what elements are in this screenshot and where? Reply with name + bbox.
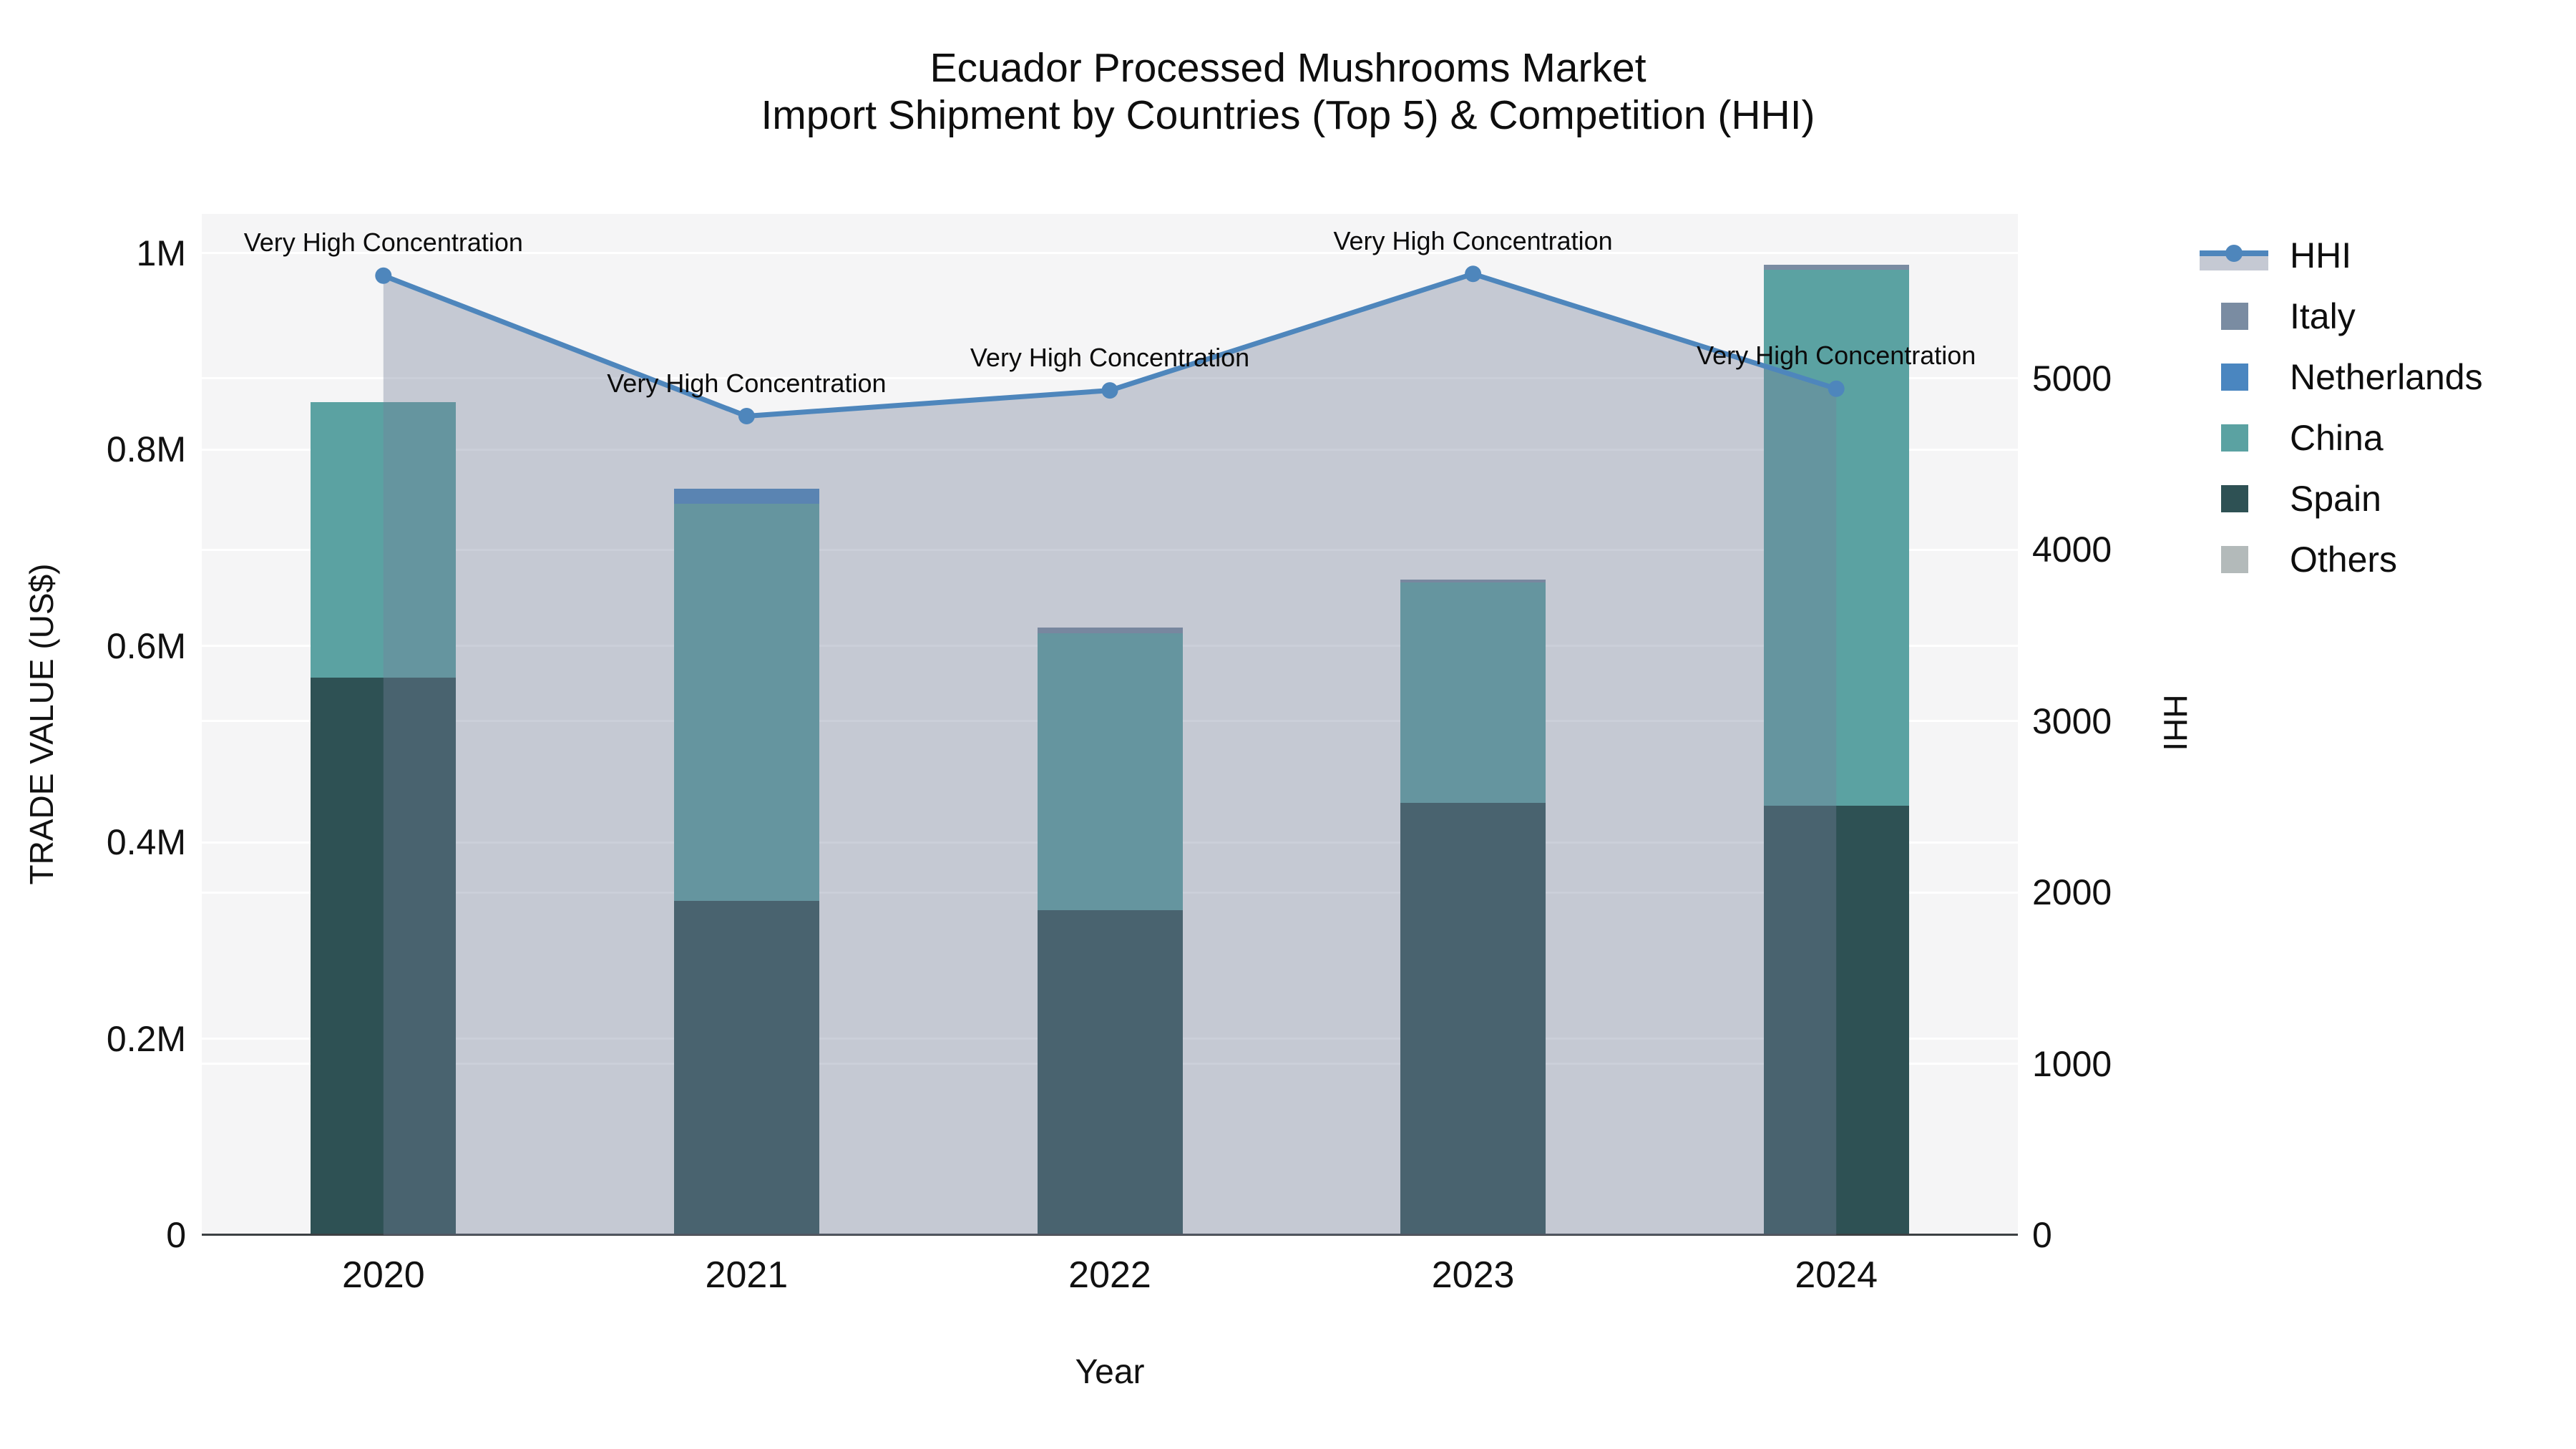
legend-item-italy[interactable]: Italy <box>2198 293 2356 340</box>
legend-item-china[interactable]: China <box>2198 414 2384 462</box>
y-right-tick-label-4000: 4000 <box>2032 530 2112 570</box>
bar-segment-china-2023 <box>1400 582 1546 804</box>
y-left-tick-label-0.6M: 0.6M <box>106 625 186 666</box>
hhi-annotation-2020: Very High Concentration <box>243 228 523 258</box>
x-axis-title: Year <box>1075 1353 1145 1391</box>
x-axis-line <box>202 1234 2018 1236</box>
hhi-annotation-2021: Very High Concentration <box>607 368 887 398</box>
legend-swatch-slot <box>2198 414 2283 462</box>
gridline <box>202 548 2018 551</box>
plot-area: Very High Concentration Very High Concent… <box>202 214 2018 1236</box>
gridline <box>202 377 2018 380</box>
legend-swatch-slot <box>2198 353 2283 401</box>
y-right-tick-label-5000: 5000 <box>2032 358 2112 399</box>
gridline <box>202 448 2018 451</box>
bar-segment-china-2022 <box>1037 633 1183 910</box>
y-right-tick-label-2000: 2000 <box>2032 872 2112 913</box>
bar-segment-netherlands-2021 <box>673 489 819 504</box>
y-right-tick-label-1000: 1000 <box>2032 1043 2112 1084</box>
legend-item-netherlands[interactable]: Netherlands <box>2198 353 2483 401</box>
hhi-marker-2020 <box>375 267 392 284</box>
legend-swatch-netherlands <box>2221 364 2248 391</box>
legend-item-others[interactable]: Others <box>2198 536 2397 583</box>
bar-segment-italy-2022 <box>1037 627 1183 633</box>
chart-title-line-2: Import Shipment by Countries (Top 5) & C… <box>761 92 1815 138</box>
legend-label-hhi: HHI <box>2290 235 2352 275</box>
y-left-axis-title: TRADE VALUE (US$) <box>23 563 60 885</box>
hhi-marker-swatch <box>2225 245 2243 262</box>
legend-swatch-slot <box>2198 536 2283 583</box>
hhi-marker-2023 <box>1465 265 1482 283</box>
bar-segment-italy-2024 <box>1763 265 1909 270</box>
bar-segment-spain-2020 <box>311 677 457 1235</box>
y-left-tick-label-1M: 1M <box>136 233 186 273</box>
y-left-tick-label-0.2M: 0.2M <box>106 1018 186 1059</box>
x-tick-label-2023: 2023 <box>1431 1254 1515 1296</box>
legend-swatch-slot <box>2198 475 2283 522</box>
y-right-tick-label-0: 0 <box>2032 1215 2052 1255</box>
y-left-tick-label-0.8M: 0.8M <box>106 429 186 470</box>
hhi-annotation-2024: Very High Concentration <box>1697 341 1976 371</box>
legend-item-spain[interactable]: Spain <box>2198 475 2381 522</box>
y-left-tick-label-0.4M: 0.4M <box>106 822 186 863</box>
hhi-annotation-2022: Very High Concentration <box>970 342 1250 372</box>
bar-segment-china-2021 <box>673 503 819 902</box>
chart-title: Ecuador Processed Mushrooms Market Impor… <box>0 44 2576 139</box>
bar-segment-italy-2023 <box>1400 580 1546 582</box>
legend-item-hhi[interactable]: HHI <box>2198 232 2351 279</box>
chart-title-line-1: Ecuador Processed Mushrooms Market <box>930 45 1646 91</box>
hhi-marker-2021 <box>738 408 755 425</box>
hhi-marker-2022 <box>1101 382 1118 399</box>
legend-swatch-slot <box>2198 232 2283 279</box>
hhi-annotation-2023: Very High Concentration <box>1333 225 1613 255</box>
x-tick-label-2020: 2020 <box>341 1254 425 1296</box>
y-left-tick-label-0: 0 <box>166 1215 186 1255</box>
gridline <box>202 252 2018 255</box>
legend-label-others: Others <box>2290 540 2398 580</box>
bar-segment-spain-2022 <box>1037 909 1183 1235</box>
bar-segment-spain-2021 <box>673 901 819 1235</box>
legend-swatch-others <box>2221 546 2248 573</box>
legend-label-italy: Italy <box>2290 296 2356 336</box>
x-tick-label-2022: 2022 <box>1068 1254 1151 1296</box>
y-right-tick-label-3000: 3000 <box>2032 701 2112 741</box>
bar-segment-spain-2023 <box>1400 803 1546 1235</box>
x-tick-label-2024: 2024 <box>1795 1254 1878 1296</box>
legend-label-china: China <box>2290 418 2384 458</box>
legend-swatch-italy <box>2221 303 2248 330</box>
bar-segment-china-2020 <box>311 402 457 678</box>
legend-swatch-china <box>2221 424 2248 452</box>
legend-label-spain: Spain <box>2290 479 2381 519</box>
x-tick-label-2021: 2021 <box>705 1254 789 1296</box>
y-right-axis-title: HHI <box>2157 694 2194 751</box>
bar-segment-spain-2024 <box>1763 806 1909 1235</box>
legend-swatch-spain <box>2221 485 2248 512</box>
legend-label-netherlands: Netherlands <box>2290 357 2483 397</box>
legend-swatch-slot <box>2198 293 2283 340</box>
